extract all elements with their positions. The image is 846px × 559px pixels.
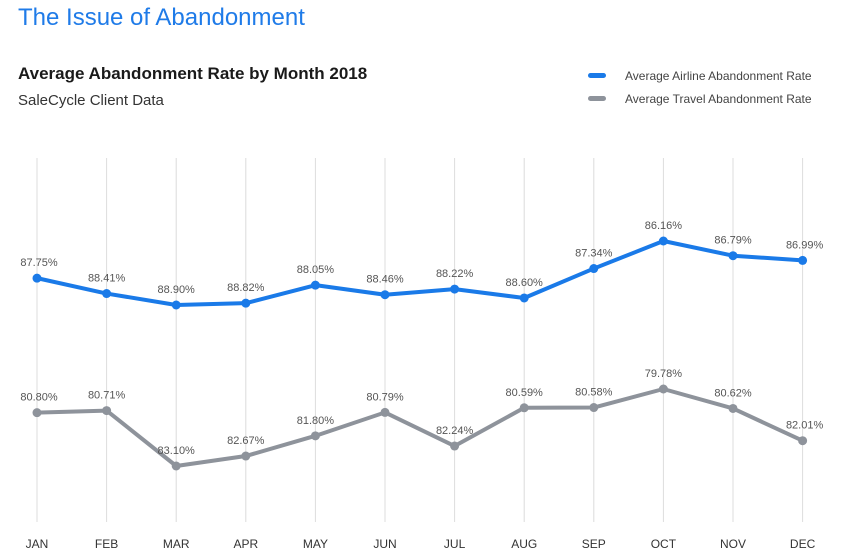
data-label: 88.90% xyxy=(158,284,196,296)
chart-subtitle: SaleCycle Client Data xyxy=(18,92,164,109)
data-label: 88.05% xyxy=(297,264,335,276)
data-label: 87.34% xyxy=(575,248,613,260)
legend-label-travel: Average Travel Abandonment Rate xyxy=(625,91,812,106)
data-label: 80.71% xyxy=(88,390,126,402)
chart-legend: Average Airline Abandonment Rate Average… xyxy=(588,64,812,110)
data-point xyxy=(380,407,390,417)
x-tick-label: JUN xyxy=(373,537,396,551)
legend-swatch-airline xyxy=(588,73,606,78)
data-label: 86.99% xyxy=(786,239,824,251)
legend-label-airline: Average Airline Abandonment Rate xyxy=(625,68,812,83)
data-point xyxy=(310,431,320,441)
series-travel: 80.80% 80.71% 83.10% 82.67% 81.80% 80.79% 82.2… xyxy=(20,368,823,471)
data-point xyxy=(519,293,529,303)
chart-title: Average Abandonment Rate by Month 2018 xyxy=(18,64,368,83)
data-point xyxy=(798,436,808,446)
data-label: 88.46% xyxy=(366,274,404,286)
data-point xyxy=(380,290,390,300)
x-tick-label: JAN xyxy=(26,537,49,551)
x-tick-label: AUG xyxy=(511,537,537,551)
data-point xyxy=(171,300,181,310)
x-tick-label: DEC xyxy=(790,537,816,551)
data-point xyxy=(589,403,599,413)
data-label: 86.79% xyxy=(714,235,752,247)
x-tick-label: OCT xyxy=(651,537,677,551)
data-label: 80.58% xyxy=(575,387,613,399)
data-label: 80.79% xyxy=(366,391,404,403)
data-label: 83.10% xyxy=(158,445,196,457)
page-heading: The Issue of Abandonment xyxy=(18,4,305,31)
data-point xyxy=(658,236,668,246)
data-label: 80.80% xyxy=(20,392,58,404)
data-point xyxy=(589,264,599,274)
data-point xyxy=(658,384,668,394)
x-tick-label: MAY xyxy=(303,537,328,551)
data-point xyxy=(310,280,320,290)
x-axis-ticks: JAN FEB MAR APR MAY JUN JUL AUG SEP OCT NOV DEC xyxy=(26,537,816,551)
data-point xyxy=(102,289,112,299)
data-label: 82.01% xyxy=(786,420,824,432)
grid-lines xyxy=(36,158,804,522)
data-label: 88.22% xyxy=(436,268,474,280)
series-line xyxy=(35,387,805,468)
data-label: 80.59% xyxy=(506,387,544,399)
data-label: 88.60% xyxy=(506,277,544,289)
data-point xyxy=(450,441,460,451)
series-line xyxy=(35,239,805,307)
x-tick-label: SEP xyxy=(582,537,606,551)
data-label: 79.78% xyxy=(645,368,683,380)
data-point xyxy=(171,461,181,471)
data-point xyxy=(728,251,738,261)
x-tick-label: NOV xyxy=(720,537,746,551)
data-label: 82.24% xyxy=(436,425,474,437)
data-label: 86.16% xyxy=(645,220,683,232)
x-tick-label: APR xyxy=(233,537,258,551)
data-point xyxy=(519,403,529,413)
data-point xyxy=(241,451,251,461)
x-tick-label: FEB xyxy=(95,537,118,551)
data-label: 87.75% xyxy=(20,257,58,269)
data-point xyxy=(241,298,251,308)
data-label: 82.67% xyxy=(227,435,265,447)
series-airline: 87.75% 88.41% 88.90% 88.82% 88.05% 88.46% 88.2… xyxy=(20,220,823,310)
data-point xyxy=(32,408,42,418)
data-label: 81.80% xyxy=(297,415,335,427)
data-point xyxy=(102,406,112,416)
legend-item-airline: Average Airline Abandonment Rate xyxy=(588,64,812,87)
x-tick-label: MAR xyxy=(163,537,190,551)
data-point xyxy=(32,273,42,283)
x-tick-label: JUL xyxy=(444,537,466,551)
data-label: 88.41% xyxy=(88,273,126,285)
legend-item-travel: Average Travel Abandonment Rate xyxy=(588,87,812,110)
data-point xyxy=(450,284,460,294)
data-label: 88.82% xyxy=(227,282,265,294)
legend-swatch-travel xyxy=(588,96,606,101)
data-point xyxy=(798,255,808,265)
data-label: 80.62% xyxy=(714,387,752,399)
data-point xyxy=(728,403,738,413)
